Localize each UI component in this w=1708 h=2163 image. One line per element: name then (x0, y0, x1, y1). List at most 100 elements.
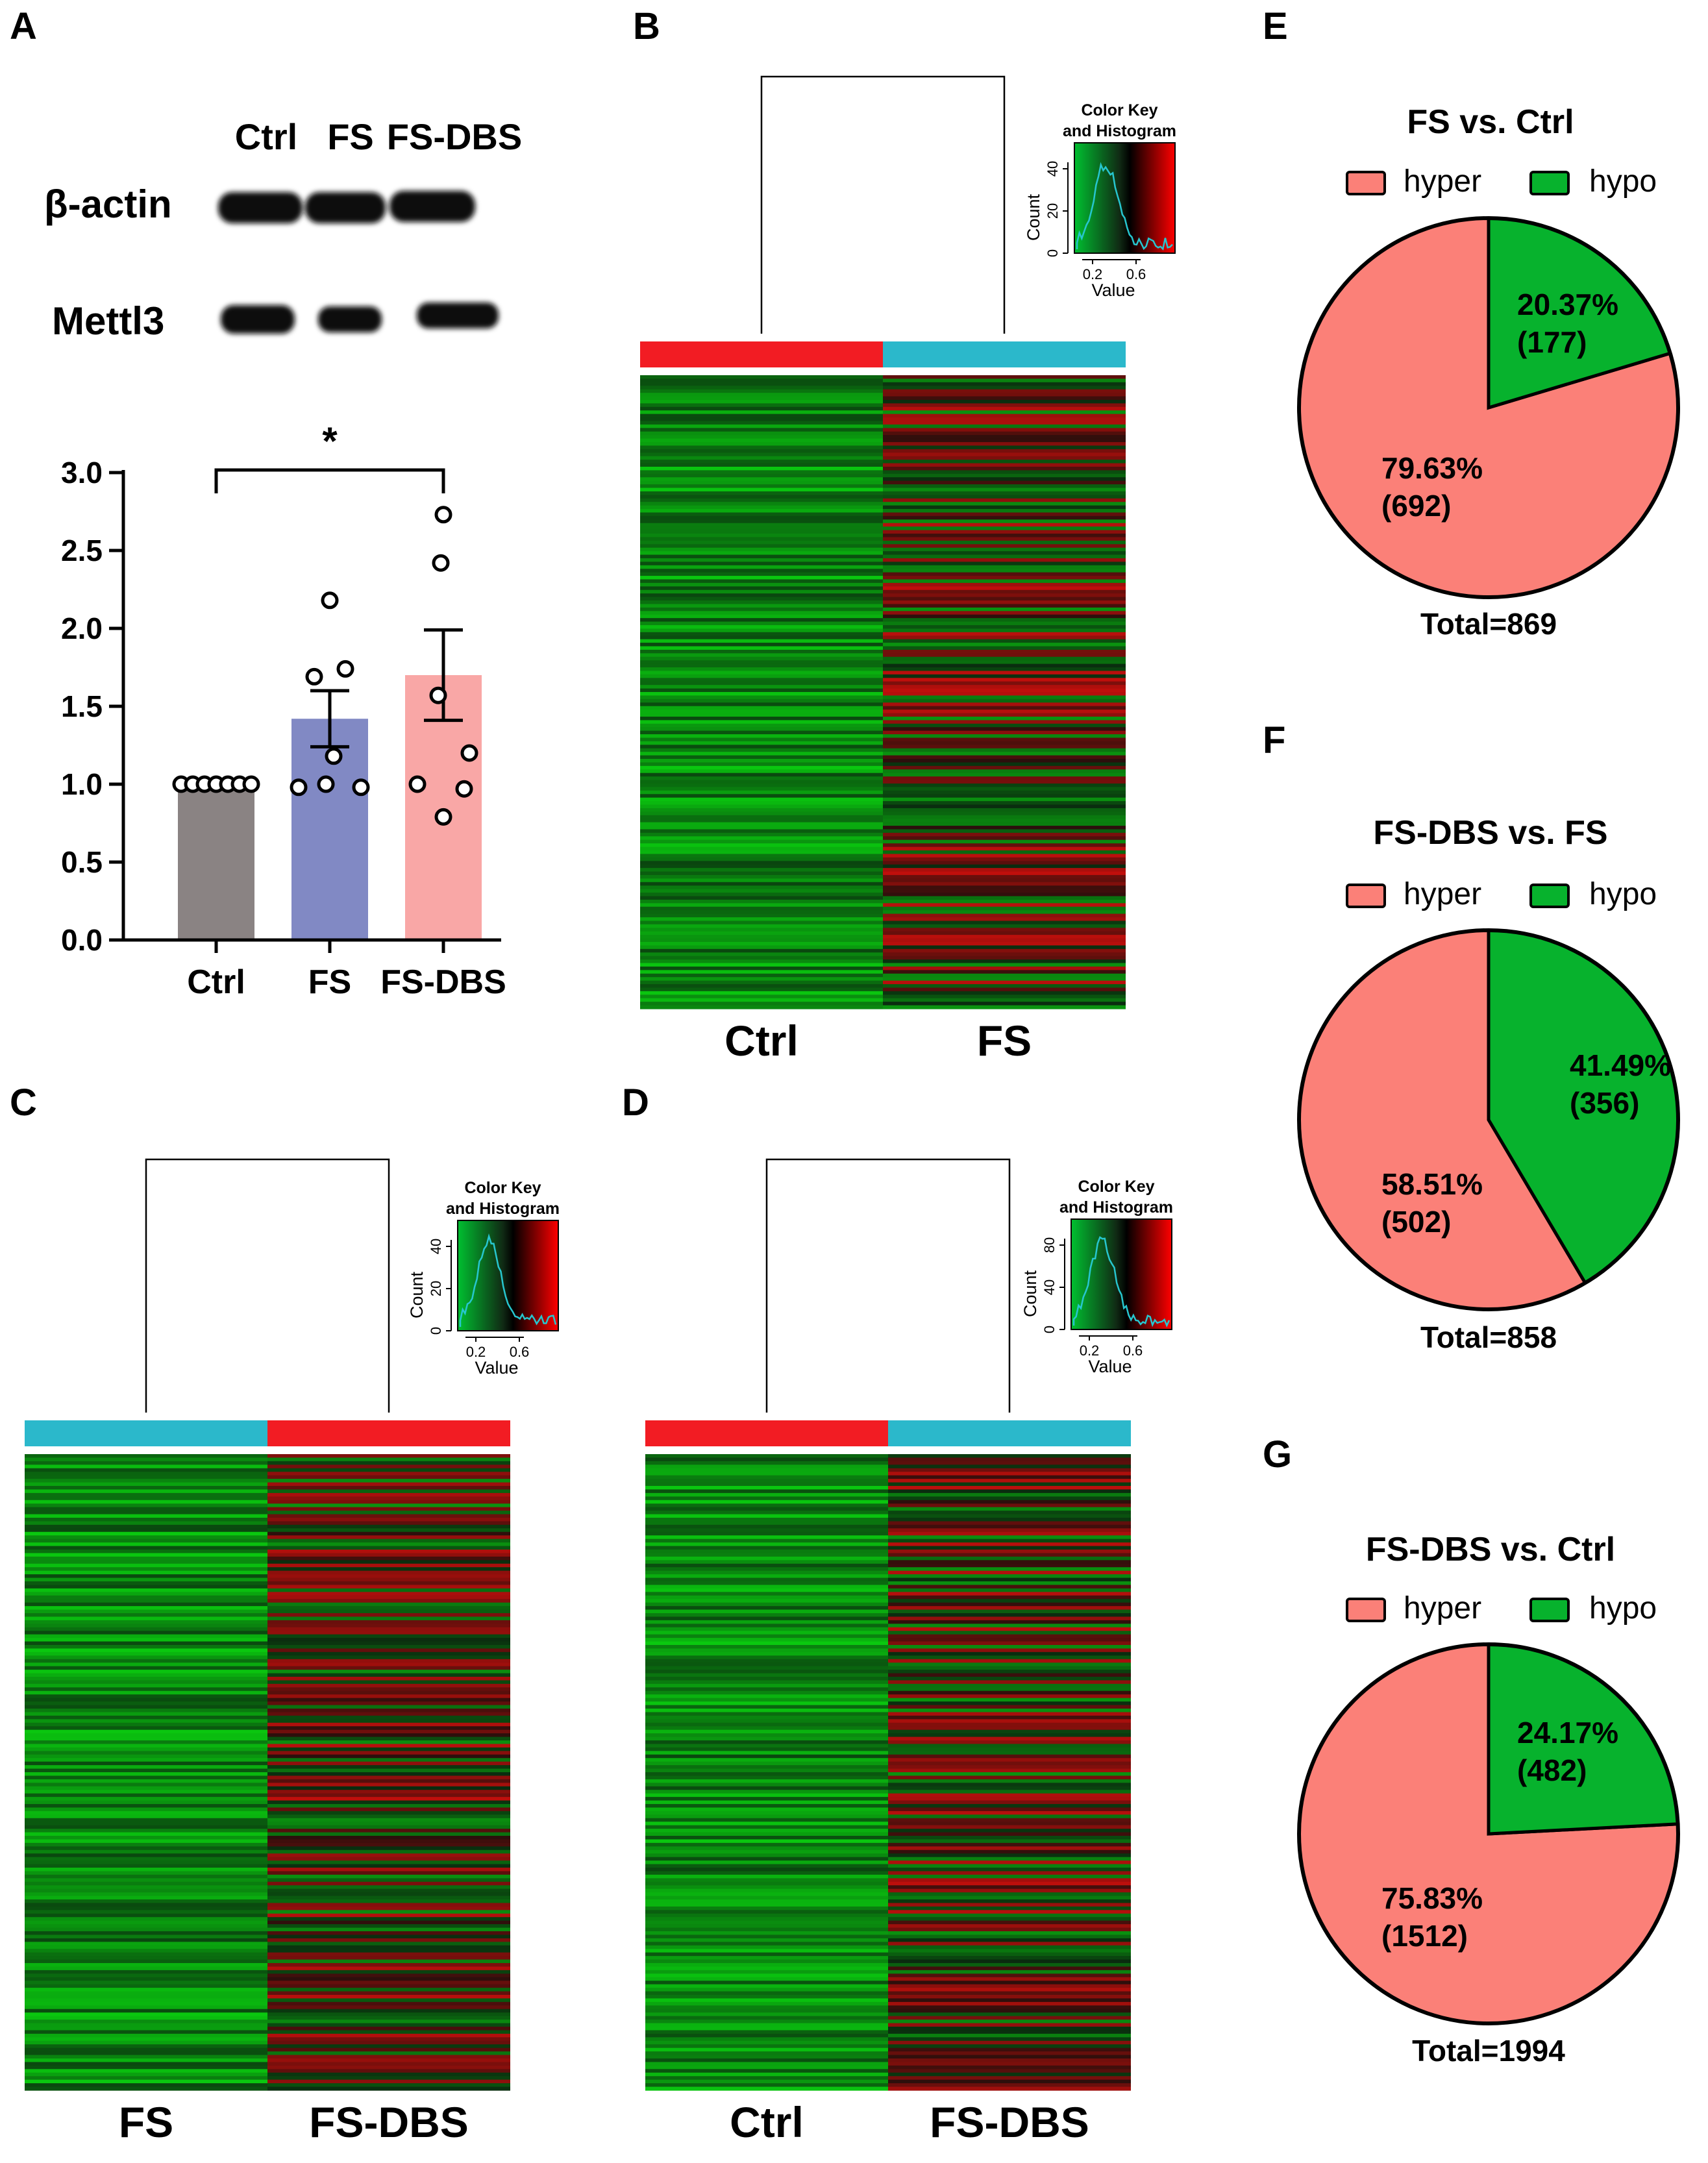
heatmap-cell-left (645, 2083, 888, 2088)
heatmap-cell-right (267, 1917, 510, 1922)
heatmap-cell-left (640, 822, 883, 826)
heatmap-cell-left (645, 1818, 888, 1822)
heatmap-cell-right (888, 1482, 1131, 1487)
heatmap-cell-right (888, 1956, 1131, 1960)
heatmap-cell-right (267, 1705, 510, 1709)
heatmap-cell-left (645, 1899, 888, 1904)
heatmap-cell-right (883, 826, 1126, 830)
heatmap-cell-left (25, 1599, 267, 1603)
heatmap-cell-left (645, 1747, 888, 1751)
heatmap-cell-right (883, 488, 1126, 492)
heatmap-cell-left (645, 2076, 888, 2081)
heatmap-cell-right (883, 544, 1126, 549)
heatmap-cell-left (640, 460, 883, 464)
color-key-y-tick-label: 40 (428, 1239, 444, 1254)
heatmap-cell-right (888, 1613, 1131, 1618)
heatmap-cell-right (267, 1966, 510, 1971)
heatmap-cell-right (267, 1631, 510, 1635)
heatmap-cell-left (645, 1524, 888, 1529)
heatmap-cell-right (883, 597, 1126, 601)
pie-label-hyper-count: (502) (1381, 1205, 1451, 1239)
heatmap-cell-right (267, 1492, 510, 1497)
heatmap-cell-right (888, 1486, 1131, 1490)
heatmap-cell-right (883, 582, 1126, 587)
heatmap-cell-left (25, 1521, 267, 1526)
data-point (305, 667, 323, 686)
heatmap-cell-right (883, 917, 1126, 922)
data-point (321, 591, 339, 610)
heatmap-cell-right (883, 797, 1126, 802)
heatmap-cell-left (640, 716, 883, 721)
heatmap-cell-right (883, 526, 1126, 531)
heatmap-cell-left (640, 582, 883, 587)
heatmap-cell-right (888, 1952, 1131, 1957)
heatmap-cell-left (25, 1942, 267, 1946)
heatmap-cell-right (883, 628, 1126, 633)
y-tick-label: 2.0 (61, 612, 103, 645)
heatmap-cell-left (640, 611, 883, 615)
heatmap-cell-left (645, 1475, 888, 1479)
heatmap-cell-right (888, 1737, 1131, 1741)
heatmap-cell-left (25, 1666, 267, 1670)
heatmap-cell-left (640, 995, 883, 999)
heatmap-cell-left (25, 2020, 267, 2024)
heatmap-cell-left (645, 2001, 888, 2006)
heatmap-cell-left (25, 1832, 267, 1836)
heatmap-cell-left (640, 857, 883, 861)
heatmap-cell-right (888, 1768, 1131, 1773)
heatmap-cell-left (25, 1542, 267, 1547)
heatmap-cell-right (883, 783, 1126, 787)
pie-label-hypo-percent: 24.17% (1517, 1716, 1618, 1749)
heatmap-cell-left (645, 1638, 888, 1642)
heatmap-cell-left (645, 1641, 888, 1646)
heatmap-cell-right (883, 579, 1126, 584)
heatmap-cell-left (640, 928, 883, 932)
heatmap-cell-right (883, 417, 1126, 422)
heatmap-cell-left (25, 1577, 267, 1582)
heatmap-cell-right (888, 1927, 1131, 1932)
heatmap-cell-left (640, 836, 883, 841)
heatmap-cell-left (645, 2005, 888, 2010)
legend-label-hypo: hypo (1589, 164, 1657, 199)
heatmap-cell-right (888, 1528, 1131, 1533)
heatmap-cell-right (888, 1842, 1131, 1847)
heatmap-cell-left (645, 1624, 888, 1628)
heatmap-cell-right (883, 537, 1126, 541)
color-key-y-label: Count (407, 1271, 427, 1318)
heatmap-cell-left (645, 1489, 888, 1494)
heatmap-cell-left (640, 653, 883, 658)
heatmap-cell-left (25, 1878, 267, 1883)
heatmap-cell-left (645, 1585, 888, 1589)
heatmap-cell-left (640, 498, 883, 502)
heatmap-cell-left (645, 2062, 888, 2066)
heatmap-cell-left (25, 2037, 267, 2042)
heatmap-cell-left (640, 428, 883, 432)
heatmap-cell-right (883, 956, 1126, 960)
pie-total-label: Total=869 (1420, 607, 1557, 641)
heatmap-cell-right (888, 1959, 1131, 1964)
heatmap-cell-right (888, 1602, 1131, 1607)
heatmap-cell-left (645, 1722, 888, 1727)
heatmap-cell-left (645, 1758, 888, 1762)
heatmap-cell-left (640, 624, 883, 629)
heatmap-cell-left (640, 1002, 883, 1006)
heatmap-cell-left (645, 1786, 888, 1790)
heatmap-cell-left (25, 1849, 267, 1854)
heatmap-cell-right (888, 1899, 1131, 1904)
data-point (336, 660, 354, 678)
heatmap-cell-left (645, 1528, 888, 1533)
heatmap-cell-right (888, 1454, 1131, 1459)
heatmap-cell-right (267, 1938, 510, 1942)
heatmap-cell-right (888, 2008, 1131, 2013)
heatmap-cell-right (267, 1931, 510, 1936)
heatmap-cell-right (883, 593, 1126, 598)
heatmap-cell-left (645, 1772, 888, 1777)
heatmap-cell-left (640, 874, 883, 879)
heatmap-cell-right (883, 829, 1126, 834)
heatmap-cell-right (883, 618, 1126, 623)
heatmap-cell-left (640, 769, 883, 774)
heatmap-cell-left (640, 628, 883, 633)
heatmap-cell-right (883, 762, 1126, 767)
heatmap-cell-right (883, 378, 1126, 383)
heatmap-cell-right (267, 1599, 510, 1603)
